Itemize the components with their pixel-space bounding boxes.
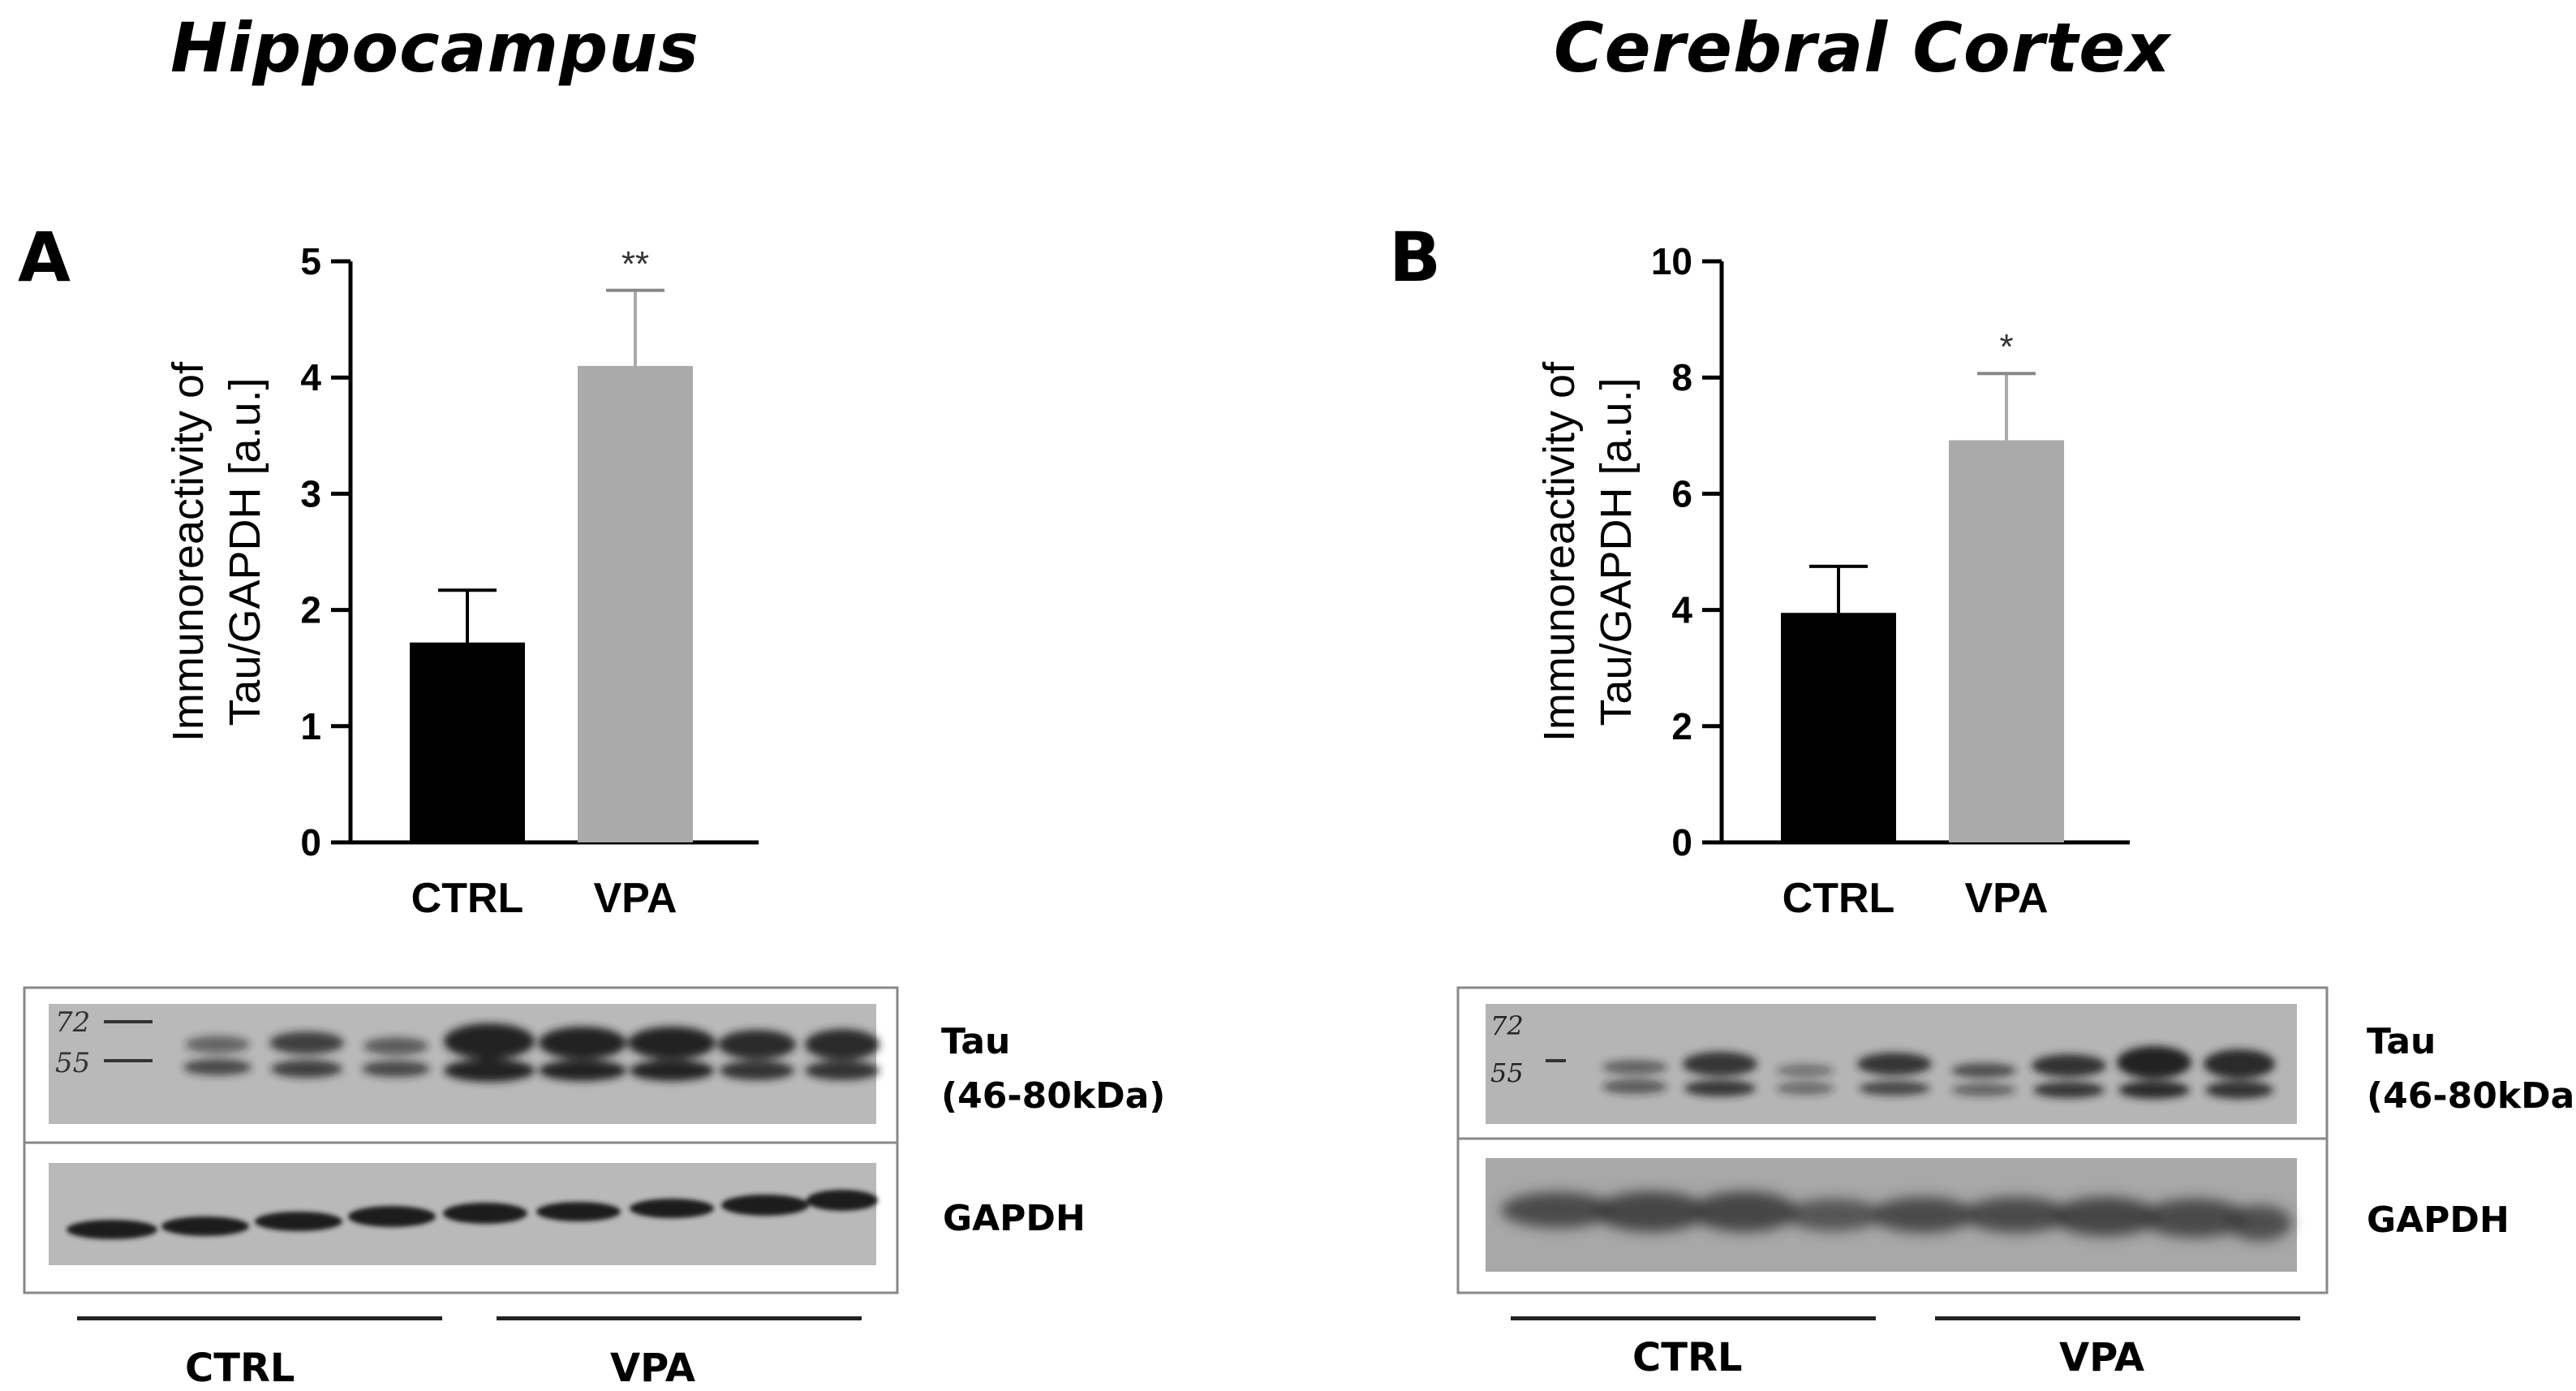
tau-kda-left: (46-80kDa)	[941, 1075, 1166, 1117]
y-axis-label-line2: Tau/GAPDH [a.u.]	[1592, 377, 1641, 726]
y-tick-label: 1	[300, 705, 321, 747]
panel-label-a: A	[18, 217, 71, 297]
category-label-ctrl: CTRL	[411, 875, 524, 922]
y-tick-label: 2	[300, 589, 321, 631]
group-label-ctrl-right: CTRL	[1632, 1335, 1743, 1380]
tau-label-left: Tau	[941, 1021, 1011, 1062]
western-blot-cerebral-cortex: 72 55	[1456, 986, 2329, 1294]
y-tick-label: 6	[1671, 472, 1692, 515]
bar-chart-cerebral-cortex: 0 2 4 6 8 10 CTRL VPA * Immunoreactivity of Tau/GA…	[1535, 240, 2130, 922]
significance-marker: *	[1999, 327, 2013, 367]
group-label-vpa-left: VPA	[610, 1346, 696, 1391]
y-axis-label-line2: Tau/GAPDH [a.u.]	[221, 377, 269, 726]
category-label-vpa: VPA	[1964, 875, 2048, 922]
bar-chart-hippocampus: 0 1 2 3 4 5 CTRL VPA ** Immunoreactivity of Tau/GA…	[164, 240, 759, 922]
tau-label-right: Tau	[2367, 1021, 2436, 1062]
title-cerebral-cortex: Cerebral Cortex	[1554, 8, 2171, 88]
y-tick-label: 4	[1671, 589, 1692, 631]
marker-72: 72	[55, 1006, 90, 1039]
tau-kda-right: (46-80kDa)	[2367, 1075, 2576, 1117]
category-label-ctrl: CTRL	[1783, 875, 1895, 922]
group-label-ctrl-left: CTRL	[185, 1346, 295, 1391]
significance-marker: **	[621, 244, 649, 284]
y-tick-label: 4	[300, 356, 321, 398]
gapdh-label-right: GAPDH	[2367, 1199, 2509, 1241]
title-hippocampus: Hippocampus	[170, 8, 699, 88]
panel-label-b: B	[1389, 217, 1442, 297]
bar-ctrl	[1781, 613, 1896, 842]
y-tick-label: 10	[1651, 240, 1692, 282]
group-line-vpa-right	[1935, 1316, 2300, 1320]
y-tick-label: 5	[300, 240, 321, 282]
category-label-vpa: VPA	[593, 875, 677, 922]
gapdh-label-left: GAPDH	[943, 1198, 1086, 1239]
group-label-vpa-right: VPA	[2059, 1335, 2145, 1380]
y-tick-label: 0	[300, 821, 321, 863]
bar-vpa	[578, 365, 693, 842]
bar-vpa	[1949, 440, 2064, 842]
y-tick-label: 3	[300, 472, 321, 515]
y-axis-label-line1: Immunoreactivity of	[164, 361, 213, 742]
marker-55: 55	[55, 1047, 90, 1079]
marker-55: 55	[1490, 1057, 1524, 1088]
y-tick-label: 0	[1671, 821, 1692, 863]
western-blot-hippocampus: 72 55	[23, 986, 899, 1294]
group-line-ctrl-right	[1511, 1316, 1876, 1320]
group-line-ctrl-left	[77, 1316, 442, 1320]
y-tick-label: 2	[1671, 705, 1692, 747]
y-tick-label: 8	[1671, 356, 1692, 398]
marker-72: 72	[1490, 1010, 1524, 1041]
y-axis-label-line1: Immunoreactivity of	[1535, 361, 1584, 742]
group-line-vpa-left	[497, 1316, 862, 1320]
bar-ctrl	[410, 642, 525, 842]
